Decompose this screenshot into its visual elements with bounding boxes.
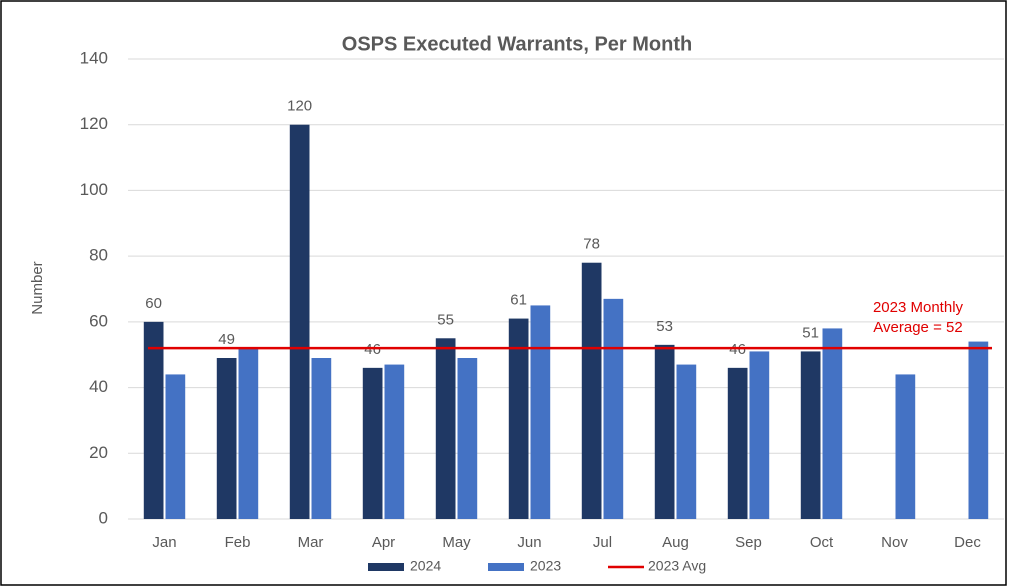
x-tick-label: Jun [517, 534, 541, 551]
data-label: 55 [437, 311, 454, 328]
y-tick-label: 80 [89, 246, 108, 265]
y-tick-label: 40 [89, 377, 108, 396]
bar [895, 374, 916, 519]
bar [311, 358, 332, 519]
y-axis-label: Number [29, 261, 46, 314]
bar [727, 367, 748, 519]
bar [676, 364, 697, 519]
x-tick-label: Mar [298, 534, 324, 551]
legend-label: 2024 [410, 558, 441, 574]
bar [457, 358, 478, 519]
bar [362, 367, 383, 519]
bar [749, 351, 770, 519]
x-tick-label: Jan [152, 534, 176, 551]
average-annotation: Average = 52 [873, 319, 962, 336]
data-label: 53 [656, 318, 673, 335]
bar [238, 348, 259, 519]
x-tick-label: Sep [735, 534, 762, 551]
bar [530, 305, 551, 519]
legend-swatch [368, 563, 404, 571]
legend-swatch [488, 563, 524, 571]
bar [822, 328, 843, 519]
bar [289, 124, 310, 519]
y-tick-label: 0 [99, 508, 108, 527]
y-tick-label: 120 [80, 114, 108, 133]
y-tick-label: 140 [80, 48, 108, 67]
bar [800, 351, 821, 519]
bar [508, 318, 529, 519]
data-label: 78 [583, 236, 600, 253]
bar [384, 364, 405, 519]
x-tick-label: May [442, 534, 471, 551]
y-tick-label: 20 [89, 443, 108, 462]
bar [581, 262, 602, 519]
bar [435, 338, 456, 519]
data-label: 49 [218, 331, 235, 348]
bar [165, 374, 186, 519]
legend-label: 2023 [530, 558, 561, 574]
data-label: 51 [802, 324, 819, 341]
average-annotation: 2023 Monthly [873, 299, 964, 316]
bar [603, 298, 624, 519]
legend-label: 2023 Avg [648, 558, 706, 574]
x-tick-label: Jul [593, 534, 612, 551]
x-tick-label: Oct [810, 534, 834, 551]
data-label: 60 [145, 295, 162, 312]
bar [968, 341, 989, 519]
y-tick-label: 60 [89, 311, 108, 330]
x-tick-label: Aug [662, 534, 689, 551]
bar [654, 344, 675, 519]
x-tick-label: Dec [954, 534, 981, 551]
x-tick-label: Nov [881, 534, 908, 551]
data-label: 120 [287, 98, 312, 115]
chart-title: OSPS Executed Warrants, Per Month [342, 33, 692, 55]
x-tick-label: Apr [372, 534, 395, 551]
y-tick-label: 100 [80, 180, 108, 199]
data-label: 61 [510, 292, 527, 309]
bar [143, 321, 164, 519]
bar [216, 358, 237, 519]
x-tick-label: Feb [225, 534, 251, 551]
